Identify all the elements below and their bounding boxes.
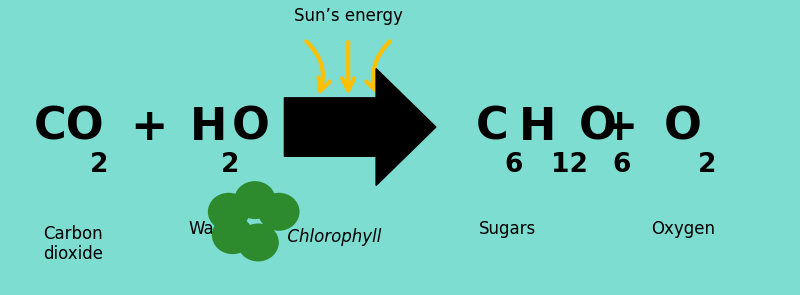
Text: Oxygen: Oxygen [651, 220, 715, 238]
Text: Water: Water [188, 220, 238, 238]
Text: CO: CO [34, 106, 105, 149]
Text: Sugars: Sugars [479, 220, 536, 238]
Text: O: O [664, 106, 702, 149]
Text: 6: 6 [613, 152, 631, 178]
Ellipse shape [238, 224, 279, 261]
Text: Chlorophyll: Chlorophyll [285, 228, 382, 246]
Text: 2: 2 [90, 152, 109, 178]
Text: 2: 2 [698, 152, 716, 178]
Text: +: + [130, 106, 167, 149]
Text: Carbon
dioxide: Carbon dioxide [43, 224, 103, 263]
Text: H: H [190, 106, 227, 149]
Text: C: C [475, 106, 508, 149]
Ellipse shape [208, 193, 250, 231]
Polygon shape [285, 69, 436, 186]
Text: H: H [518, 106, 556, 149]
Text: 12: 12 [550, 152, 587, 178]
Ellipse shape [212, 216, 254, 254]
Text: O: O [232, 106, 270, 149]
Ellipse shape [234, 181, 276, 219]
Text: 6: 6 [504, 152, 522, 178]
Text: Sun’s energy: Sun’s energy [294, 7, 402, 25]
Text: 2: 2 [221, 152, 239, 178]
Text: O: O [578, 106, 617, 149]
Text: +: + [601, 106, 638, 149]
Ellipse shape [258, 193, 299, 231]
